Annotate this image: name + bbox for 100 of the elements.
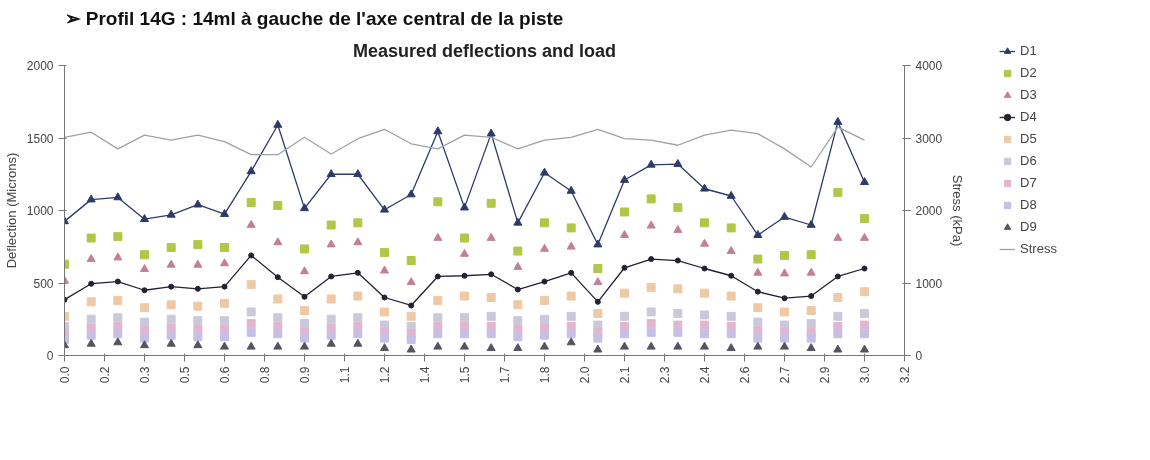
point — [486, 329, 496, 339]
point — [193, 301, 203, 311]
point — [566, 241, 576, 250]
point — [220, 209, 229, 217]
point — [700, 288, 709, 298]
point — [273, 313, 283, 323]
point — [113, 329, 123, 339]
point — [220, 316, 229, 326]
legend-label: D6 — [1020, 153, 1038, 169]
point — [460, 329, 469, 339]
point — [166, 209, 176, 218]
point — [753, 341, 763, 350]
point — [833, 293, 843, 302]
point — [326, 220, 336, 230]
point — [461, 272, 468, 279]
point — [806, 219, 816, 228]
point — [380, 333, 389, 343]
y-tick-label: 1000 — [26, 204, 54, 218]
point — [488, 271, 495, 278]
y2-tick-label: 1000 — [915, 276, 943, 291]
x-tick-label: 1.8 — [538, 366, 552, 384]
point — [168, 283, 175, 290]
point — [700, 310, 709, 320]
point — [246, 219, 256, 228]
y-tick-label: 2000 — [26, 59, 54, 73]
point — [646, 327, 656, 337]
point — [621, 264, 628, 271]
point — [460, 291, 469, 301]
point — [540, 323, 549, 333]
point — [408, 302, 415, 309]
point — [433, 313, 443, 323]
point — [380, 248, 389, 258]
point — [780, 341, 789, 350]
point — [246, 319, 256, 329]
point — [220, 298, 229, 308]
point — [700, 329, 709, 339]
x-tick-label: 2.6 — [738, 366, 752, 384]
x-tick-label: 0.3 — [138, 366, 152, 384]
point — [300, 341, 309, 350]
point — [166, 314, 176, 324]
point — [486, 232, 496, 241]
point — [753, 254, 763, 264]
point — [486, 343, 496, 352]
chart-title: ➢ Profil 14G : 14ml à gauche de l'axe central de la piste — [64, 7, 564, 29]
point — [353, 291, 363, 301]
point — [86, 194, 96, 203]
line-series — [64, 126, 866, 168]
point — [620, 341, 629, 350]
point — [646, 341, 656, 350]
point — [753, 333, 763, 343]
point — [406, 335, 416, 345]
point — [513, 246, 523, 256]
point — [513, 300, 523, 310]
point — [140, 214, 149, 223]
point — [193, 316, 203, 326]
point — [513, 316, 523, 326]
point — [326, 169, 336, 178]
point — [300, 203, 309, 212]
point — [460, 202, 469, 211]
y-tick-label: 0 — [46, 349, 54, 363]
point — [753, 303, 763, 313]
point — [593, 277, 603, 286]
chart-subtitle: Measured deflections and load — [352, 40, 617, 61]
y-axis-title: Deflection (Microns) — [3, 152, 19, 269]
point — [166, 259, 176, 268]
point — [193, 332, 203, 342]
x-tick-label: 2.3 — [658, 366, 672, 384]
point — [140, 303, 149, 313]
point — [140, 250, 149, 260]
y2-tick-label: 3000 — [915, 131, 943, 146]
point — [566, 185, 576, 194]
legend-label: D7 — [1020, 175, 1038, 191]
point — [113, 313, 123, 323]
y-tick-label: 1500 — [26, 131, 54, 146]
point — [354, 269, 361, 276]
point — [540, 314, 549, 324]
point — [593, 344, 603, 353]
point — [88, 280, 95, 287]
x-tick-label: 1.1 — [338, 366, 352, 384]
point — [806, 267, 816, 276]
point — [326, 294, 336, 304]
point — [673, 341, 683, 350]
point — [140, 317, 149, 327]
point — [460, 313, 469, 323]
point — [380, 307, 389, 317]
point — [460, 248, 469, 257]
point — [541, 278, 548, 285]
point — [833, 344, 843, 353]
point — [246, 279, 256, 289]
point — [273, 119, 283, 128]
point — [780, 268, 789, 277]
point — [166, 330, 176, 340]
y2-tick-label: 2000 — [915, 204, 943, 218]
point — [140, 264, 149, 273]
point — [648, 256, 655, 263]
point — [566, 291, 576, 301]
point — [806, 306, 816, 316]
point — [433, 232, 443, 241]
point — [86, 338, 96, 347]
point — [646, 159, 656, 168]
